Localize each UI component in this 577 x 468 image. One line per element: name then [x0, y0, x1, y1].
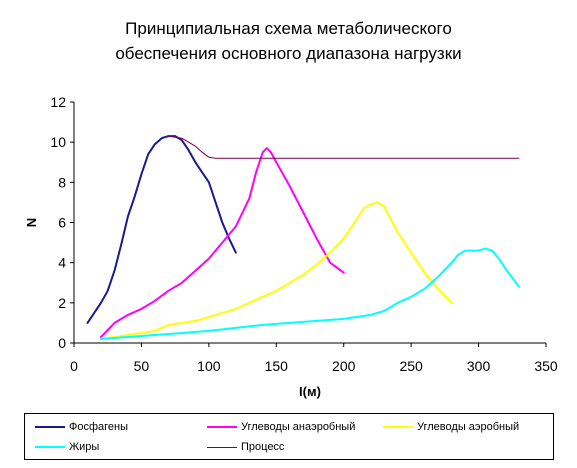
legend-item-phosphagens: Фосфагены: [35, 421, 128, 433]
x-tick-label: 100: [197, 358, 221, 374]
legend-label: Фосфагены: [69, 421, 129, 433]
series-line-2: [100, 201, 453, 340]
legend-label: Углеводы анаэробный: [241, 421, 356, 433]
legend-swatch: [207, 446, 237, 448]
y-tick-label: 2: [58, 295, 66, 311]
legend-item-carbs-anaerobic: Углеводы анаэробный: [207, 421, 355, 433]
x-tick-label: 300: [467, 358, 491, 374]
y-axis-label: N: [24, 218, 39, 227]
chart-title-line-2: обеспечения основного диапазона нагрузки: [115, 44, 462, 63]
series-line-0: [86, 135, 237, 324]
legend-item-fats: Жиры: [35, 441, 99, 453]
x-tick-label: 50: [134, 358, 150, 374]
series-line-3: [100, 247, 520, 340]
x-tick-label: 150: [265, 358, 289, 374]
x-axis-label: I(м): [299, 384, 321, 399]
legend-swatch: [383, 426, 413, 428]
y-tick-label: 4: [58, 255, 66, 271]
legend-swatch: [35, 426, 65, 428]
legend-label: Жиры: [69, 441, 100, 453]
x-tick-label: 350: [534, 358, 558, 374]
x-tick-label: 250: [399, 358, 423, 374]
legend-item-process: Процесс: [207, 441, 284, 453]
legend-label: Процесс: [241, 441, 285, 453]
series-line-1: [100, 147, 345, 338]
legend: Фосфагены Углеводы анаэробный Углеводы а…: [24, 413, 554, 460]
legend-item-carbs-aerobic: Углеводы аэробный: [383, 421, 519, 433]
x-tick-label: 0: [70, 358, 78, 374]
chart-title-line-1: Принципиальная схема метаболического: [125, 19, 452, 38]
legend-swatch: [35, 446, 65, 448]
y-tick-label: 0: [58, 335, 66, 351]
y-tick-label: 8: [58, 174, 66, 190]
legend-label: Углеводы аэробный: [417, 421, 520, 433]
series-line-4: [167, 135, 520, 159]
legend-swatch: [207, 426, 237, 428]
x-tick-label: 200: [332, 358, 356, 374]
y-tick-label: 6: [58, 215, 66, 231]
y-tick-label: 12: [50, 94, 66, 110]
y-tick-label: 10: [50, 134, 66, 150]
line-chart: 0 2 4 6 8 10 12 0 50 100 150 200 250 300 350 I(м) N: [24, 94, 558, 399]
